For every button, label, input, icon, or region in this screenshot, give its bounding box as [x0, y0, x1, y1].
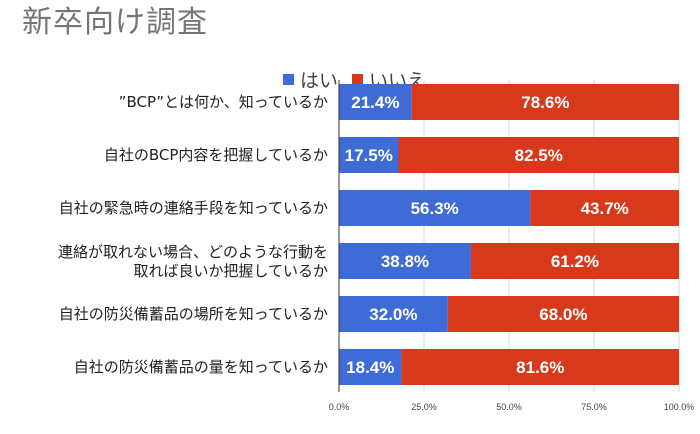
legend-label-yes: はい: [300, 70, 339, 92]
x-tick-label: 50.0%: [496, 402, 522, 412]
bar-yes: [339, 296, 448, 332]
x-tick-label: 0.0%: [329, 402, 350, 412]
category-label: 自社の防災備蓄品の場所を知っているか: [59, 305, 328, 323]
bar-yes: [339, 84, 412, 120]
bar-yes: [339, 137, 399, 173]
bar-no: [447, 296, 679, 332]
data-label-yes: 56.3%: [411, 199, 459, 218]
chart-title: 新卒向け調査: [22, 5, 208, 40]
bar-no: [398, 137, 679, 173]
data-label-no: 61.2%: [551, 252, 599, 271]
category-label: 自社の緊急時の連絡手段を知っているか: [59, 199, 328, 217]
bar-yes: [339, 349, 402, 385]
data-label-yes: 18.4%: [346, 358, 394, 377]
data-label-yes: 17.5%: [345, 146, 393, 165]
bar-no: [470, 243, 679, 279]
category-label: 自社のBCP内容を把握しているか: [104, 146, 328, 164]
x-tick-label: 75.0%: [581, 402, 607, 412]
data-label-yes: 21.4%: [351, 93, 399, 112]
data-label-yes: 38.8%: [381, 252, 429, 271]
bar-no: [530, 190, 679, 226]
x-tick-label: 100.0%: [664, 402, 695, 412]
legend-swatch-no: [352, 74, 364, 85]
data-label-no: 43.7%: [581, 199, 629, 218]
bar-no: [411, 84, 679, 120]
data-label-no: 78.6%: [521, 93, 569, 112]
data-label-no: 68.0%: [539, 305, 587, 324]
legend-item-yes: はい: [283, 66, 338, 93]
bar-yes: [339, 243, 471, 279]
data-label-no: 81.6%: [516, 358, 564, 377]
bar-yes: [339, 190, 531, 226]
category-label: 連絡が取れない場合、どのような行動を: [58, 243, 328, 261]
data-label-yes: 32.0%: [369, 305, 417, 324]
legend-swatch-yes: [283, 74, 294, 85]
category-label: ”BCP”とは何か、知っているか: [119, 93, 328, 111]
data-label-no: 82.5%: [515, 146, 563, 165]
category-label: 取れば良いか把握しているか: [133, 262, 328, 280]
x-tick-label: 25.0%: [411, 402, 437, 412]
bar-no: [401, 349, 679, 385]
category-label: 自社の防災備蓄品の量を知っているか: [74, 358, 328, 376]
